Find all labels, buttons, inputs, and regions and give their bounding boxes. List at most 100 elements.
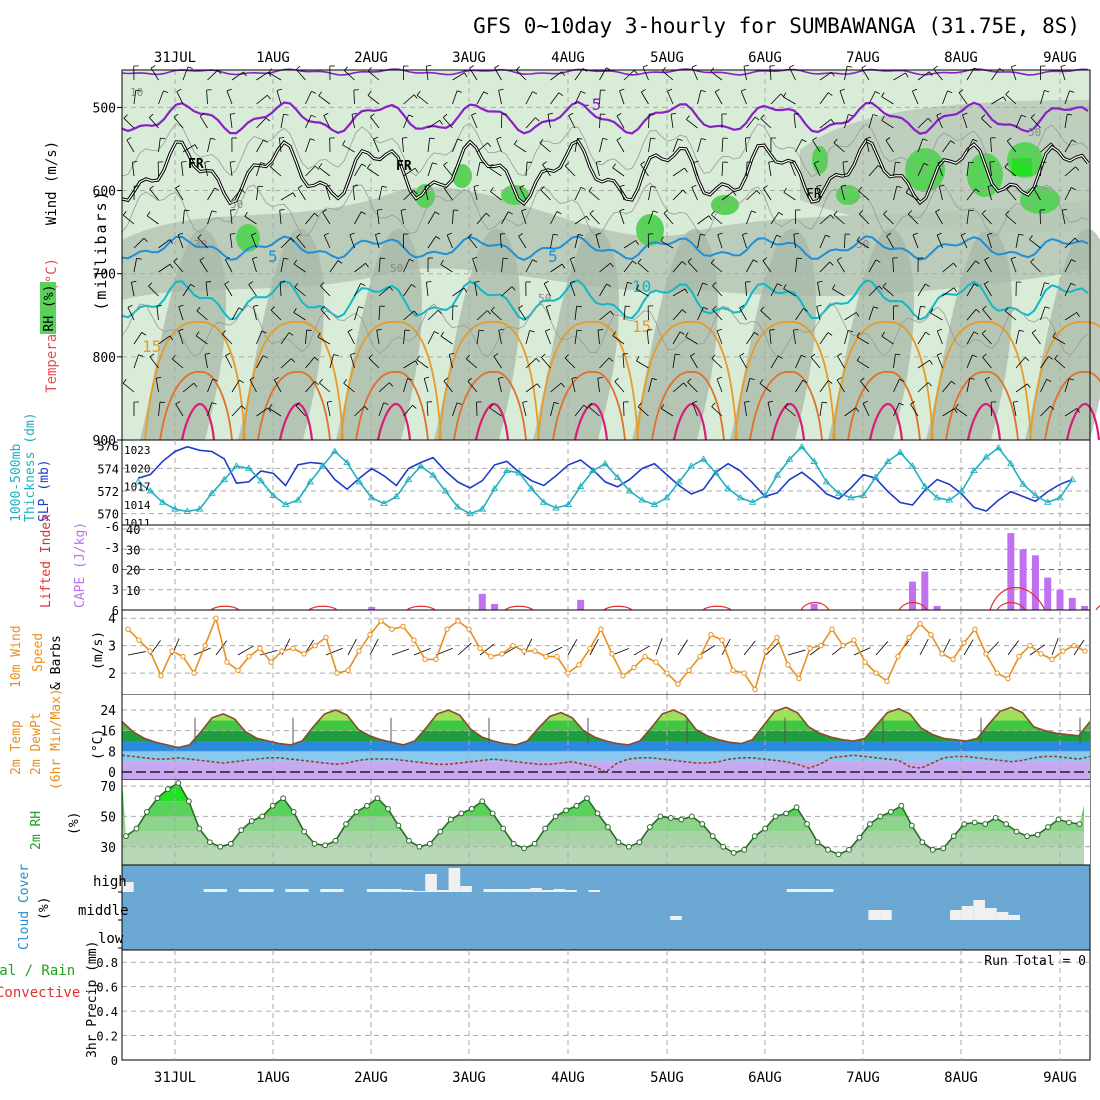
wind-barb (427, 309, 439, 321)
lifted-index-line (210, 586, 1100, 611)
wind-barb-flag (370, 113, 375, 118)
wind-barb (917, 138, 924, 153)
wind-barb (981, 213, 992, 225)
rh-green-region (636, 214, 664, 246)
date-label-bottom: 4AUG (551, 1070, 585, 1086)
wind-barb (403, 114, 409, 129)
wind-barb-flag (682, 189, 687, 194)
rh-point (468, 805, 475, 812)
wind-barb (942, 90, 948, 105)
wind-speed-point (158, 673, 164, 679)
wind-speed-point (862, 659, 868, 665)
wind-speed-point (422, 656, 428, 663)
wind-barb (305, 115, 312, 129)
ylabel-cape: CAPE (J/kg) (73, 522, 88, 608)
rh-point (301, 828, 308, 835)
thickness-point (171, 505, 179, 512)
precip-panel: 0.80.60.40.20 Run Total = 0 Total / Rain… (0, 941, 1091, 1068)
wind-barb (714, 91, 723, 105)
wind-barb (685, 336, 698, 345)
li-arc (603, 605, 633, 611)
wind-barb (547, 114, 551, 129)
rh-point (196, 825, 203, 832)
wind-barb-flag (320, 282, 325, 287)
wind-speed-point (664, 670, 670, 676)
wind-barb-flag (521, 208, 527, 212)
wind-barb-flag (270, 162, 274, 168)
wind-barb-flag (982, 305, 987, 310)
wind-barb-flag (936, 232, 942, 236)
wind-barb (344, 70, 355, 81)
wind-barb (917, 306, 921, 321)
wind-barb-flag (847, 65, 853, 68)
wind-barb-flag (472, 256, 478, 260)
wind-barb-flag (283, 113, 289, 116)
wind-barb-flag (319, 378, 323, 384)
precip-grid (122, 950, 1090, 1060)
wind-barb-flag (325, 184, 331, 188)
wind-barb-flag (553, 233, 559, 236)
rh-point (123, 833, 129, 840)
wind-barb-flag (674, 353, 681, 356)
wind-speed-point (950, 656, 956, 663)
thickness-point (761, 491, 769, 498)
wind-barb (1005, 214, 1017, 225)
thickness-point (1019, 480, 1027, 487)
label-fr: FR (396, 159, 412, 174)
rh-point (133, 825, 140, 832)
contour-15 (832, 321, 934, 441)
wind-barb (886, 235, 894, 249)
rh-point (144, 808, 150, 815)
contour-25 (1065, 402, 1100, 441)
rh-grey-region (434, 228, 520, 440)
wind-barb (856, 360, 870, 369)
wind-barb (697, 282, 704, 297)
thickness-point (896, 448, 905, 455)
wind-barb (1064, 114, 1068, 129)
wind-barb (844, 114, 849, 129)
wind-barb (320, 309, 331, 321)
li-arc (504, 605, 534, 611)
wind-barb-flag (927, 382, 932, 387)
wind-speed-point (631, 664, 637, 671)
temp-tick-label: 16 (100, 725, 116, 740)
wind-speed-point (433, 656, 439, 663)
wind-barb (762, 260, 772, 273)
wind-barb (448, 354, 453, 369)
wind-barb-flag (138, 354, 144, 357)
wind-barb (173, 116, 184, 129)
wind-barb-flag (413, 94, 418, 99)
thickness-point (232, 462, 241, 469)
wind-barb-flag (912, 88, 918, 92)
wind-barb-flag (840, 184, 846, 187)
wind-barb (868, 306, 874, 321)
contour-5 (121, 235, 1089, 261)
wind-barb-flag (1076, 408, 1080, 413)
wind-barb-flag (989, 161, 995, 163)
wind-barb (476, 142, 488, 153)
wind-barb-flag (262, 355, 268, 359)
thickness-point (539, 498, 548, 505)
wind-speed-point (180, 653, 186, 660)
wind-barb (550, 402, 555, 417)
thickness-point (466, 509, 474, 517)
wind-barb (269, 408, 282, 417)
wind-barb-flag (543, 280, 549, 284)
wind-barb-flag (580, 186, 586, 190)
wind-barb (403, 310, 415, 321)
wind-barb (539, 142, 551, 153)
wind-barb-flag (464, 72, 468, 78)
wind-barb (693, 162, 698, 177)
wind-barb (816, 186, 821, 201)
wind-barb-flag (899, 378, 905, 382)
wind-barb (499, 234, 502, 249)
wind-barb-flag (351, 112, 358, 115)
wind-barb-flag (407, 378, 413, 381)
thickness-tick-label: 576 (97, 440, 119, 454)
wind-barb (614, 381, 625, 393)
wind-barb (881, 120, 894, 129)
wind-barb (229, 114, 233, 129)
pressure-tick-label: 900 (93, 434, 116, 449)
wind-barb (938, 186, 943, 201)
